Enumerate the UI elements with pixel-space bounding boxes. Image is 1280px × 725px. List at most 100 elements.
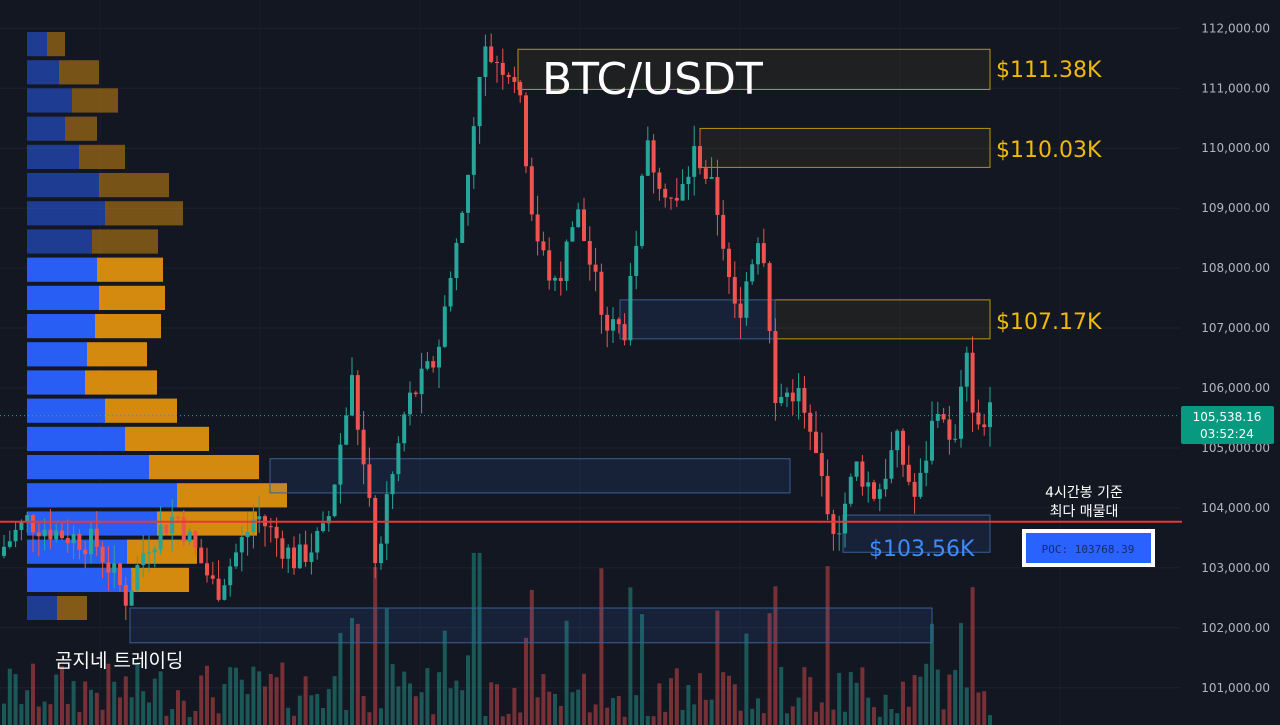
candle-body	[297, 544, 302, 569]
level-zone	[774, 299, 991, 340]
volume-bar	[129, 697, 134, 725]
volume-bar	[408, 683, 412, 725]
candle-body	[866, 482, 871, 487]
volume-bar	[65, 704, 70, 725]
volume-bar	[332, 676, 337, 725]
volume-bar	[176, 690, 180, 725]
volume-bar	[779, 666, 784, 725]
volume-bar	[170, 708, 175, 725]
volume-bar	[54, 674, 59, 725]
candle-body	[640, 175, 644, 246]
volume-bar	[616, 696, 621, 725]
volume-bar	[477, 552, 482, 725]
candle-body	[651, 140, 656, 173]
volume-bar	[622, 716, 627, 725]
volume-bar	[454, 680, 459, 725]
candle-body	[442, 306, 447, 347]
candle-body	[802, 387, 807, 413]
candle-body	[727, 248, 731, 278]
y-tick-label: 102,000.00	[1201, 621, 1270, 635]
candle-body	[535, 214, 540, 242]
volume-bar	[790, 706, 795, 725]
volume-bar	[48, 704, 53, 725]
candle-body	[13, 529, 18, 542]
candle-body	[773, 331, 778, 404]
volume-bar	[727, 675, 731, 725]
candle-body	[738, 303, 743, 318]
candle-body	[36, 532, 41, 537]
volume-bar	[106, 663, 111, 725]
volume-profile	[27, 32, 287, 620]
volume-bar	[396, 686, 401, 725]
volume-bar	[906, 706, 911, 725]
candle-body	[152, 549, 157, 553]
candle-body	[199, 547, 204, 564]
candle-body	[408, 392, 412, 415]
candle-body	[402, 414, 407, 444]
volume-bar	[796, 697, 801, 725]
volume-bar	[344, 710, 349, 725]
volume-bar	[135, 662, 140, 725]
candle-body	[703, 168, 708, 179]
candle-body	[541, 241, 546, 251]
poc-box	[1026, 533, 1151, 563]
volume-bar	[187, 716, 192, 725]
volume-bar	[732, 684, 737, 725]
candle-body	[529, 166, 534, 215]
volume-bar	[924, 663, 929, 725]
vp-bar-up	[27, 32, 47, 57]
candle-body	[883, 478, 888, 490]
volume-bar	[756, 698, 760, 725]
volume-bar	[286, 707, 291, 725]
candle-body	[222, 585, 227, 600]
candle-body	[605, 314, 610, 331]
vp-bar-up	[27, 370, 85, 395]
volume-bar	[819, 702, 824, 725]
volume-bar	[147, 702, 151, 725]
volume-bar	[837, 672, 842, 725]
volume-bar	[25, 690, 30, 725]
candle-body	[274, 526, 279, 539]
candle-body	[680, 183, 685, 201]
candle-body	[419, 368, 424, 395]
candle-body	[42, 529, 47, 537]
candle-body	[953, 438, 958, 440]
candle-body	[448, 277, 453, 307]
candle-body	[761, 243, 766, 264]
candle-body	[524, 95, 528, 167]
candle-body	[843, 503, 847, 534]
candle-body	[483, 46, 488, 77]
candle-body	[216, 578, 221, 600]
candle-body	[187, 531, 192, 542]
candle-body	[2, 546, 6, 556]
volume-bar	[245, 694, 250, 725]
y-axis: 112,000.00 111,000.00 110,000.00 109,000.00…	[1201, 21, 1270, 694]
vp-bar-down	[99, 285, 165, 310]
vp-bar-up	[27, 88, 72, 113]
candle-body	[379, 543, 383, 564]
vp-bar-up	[27, 116, 65, 141]
candle-body	[495, 61, 499, 63]
volume-bar	[674, 668, 679, 725]
volume-bar	[419, 692, 424, 725]
candle-body	[54, 530, 59, 540]
candle-body	[396, 443, 401, 475]
y-tick-label: 106,000.00	[1201, 381, 1270, 395]
vp-bar-down	[177, 483, 287, 508]
y-tick-label: 112,000.00	[1201, 21, 1270, 35]
candle-body	[500, 62, 505, 75]
volume-bar	[89, 689, 93, 725]
volume-bar	[553, 693, 557, 725]
volume-bar	[297, 695, 302, 725]
volume-bar	[802, 667, 807, 725]
volume-bar	[94, 692, 99, 725]
volume-bar	[593, 704, 598, 725]
candle-body	[205, 563, 209, 576]
candle-body	[164, 524, 169, 534]
candle-body	[715, 177, 720, 215]
volume-bar	[808, 677, 813, 725]
volume-bar	[773, 586, 778, 725]
volume-bar	[761, 713, 766, 725]
candle-body	[599, 271, 604, 315]
